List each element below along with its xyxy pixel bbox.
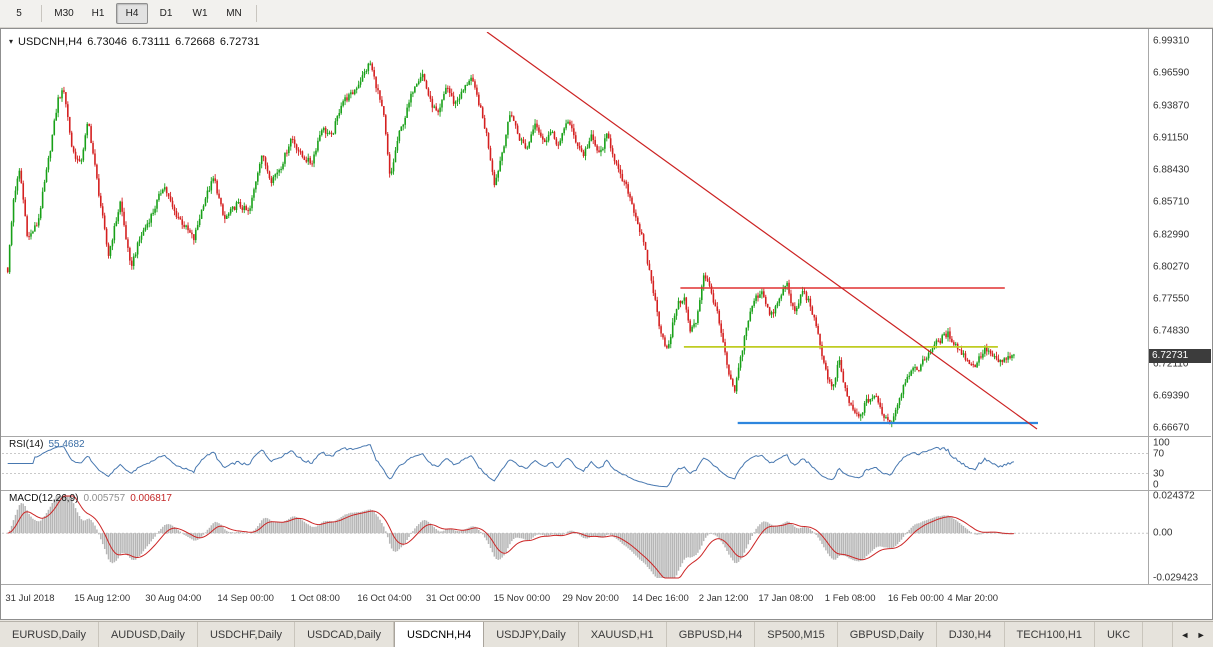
rsi-label: RSI(14) 55.4682 <box>9 439 85 450</box>
chart-tab-GBPUSD-H4[interactable]: GBPUSD,H4 <box>667 622 756 647</box>
time-axis-label: 2 Jan 12:00 <box>698 593 749 604</box>
tab-scroll-left-button[interactable]: ◄ <box>1180 629 1190 640</box>
rsi-value: 55.4682 <box>48 439 85 450</box>
pane-separator[interactable] <box>1 436 1211 437</box>
price-axis-label: 6.85710 <box>1153 196 1190 208</box>
chart-tab-GBPUSD-Daily[interactable]: GBPUSD,Daily <box>838 622 937 647</box>
toolbar-separator <box>41 5 42 22</box>
chart-marker-icon: ▾ <box>9 37 14 46</box>
price-axis-label: 6.99310 <box>1153 35 1190 47</box>
time-axis-label: 31 Oct 00:00 <box>426 593 481 604</box>
time-axis-label: 16 Oct 04:00 <box>357 593 412 604</box>
chart-tab-AUDUSD-Daily[interactable]: AUDUSD,Daily <box>99 622 198 647</box>
macd-name: MACD(12,26,9) <box>9 493 79 504</box>
chart-tab-XAUUSD-H1[interactable]: XAUUSD,H1 <box>579 622 667 647</box>
time-axis-label: 1 Feb 08:00 <box>824 593 876 604</box>
rsi-axis-label: 70 <box>1153 448 1165 459</box>
timeframe-button-D1[interactable]: D1 <box>159 8 173 19</box>
rsi-plot <box>2 444 1148 488</box>
rsi-axis-label: 0 <box>1153 479 1159 491</box>
candlestick-plot[interactable] <box>2 32 1148 436</box>
chart-tabs: EURUSD,Daily AUDUSD,Daily USDCHF,Daily USDC… <box>0 622 1144 647</box>
price-axis-label: 6.96590 <box>1153 67 1190 79</box>
chart-tab-USDCAD-Daily[interactable]: USDCAD,Daily <box>295 622 395 647</box>
time-axis-label: 31 Jul 2018 <box>5 593 55 604</box>
chart-tab-DJ30-H4[interactable]: DJ30,H4 <box>937 622 1005 647</box>
chart-window: ▾ USDCNH,H4 6.73046 6.73111 6.72668 6.72… <box>0 28 1213 620</box>
price-axis-label: 6.74830 <box>1153 325 1190 337</box>
timeframe-button-M30[interactable]: M30 <box>54 8 74 19</box>
timeframe-button-H4[interactable]: H4 <box>116 3 148 24</box>
time-axis[interactable]: 31 Jul 2018 15 Aug 12:00 30 Aug 04:00 14 Se… <box>2 585 1148 619</box>
current-price-badge: 6.72731 <box>1149 349 1211 364</box>
timeframe-button-H1[interactable]: H1 <box>91 8 105 19</box>
price-axis-divider <box>1148 29 1149 585</box>
chart-tab-TECH100-H1[interactable]: TECH100,H1 <box>1005 622 1095 647</box>
price-axis-label: 6.82990 <box>1153 229 1190 241</box>
macd-axis-label: 0.00 <box>1153 527 1173 539</box>
macd-axis-label: 0.024372 <box>1153 490 1195 502</box>
rsi-indicator-pane[interactable] <box>2 437 1148 490</box>
tab-scroll-right-button[interactable]: ► <box>1196 629 1206 640</box>
price-axis-label: 6.66670 <box>1153 422 1190 434</box>
time-axis-label: 30 Aug 04:00 <box>145 593 202 604</box>
toolbar-separator <box>256 5 257 22</box>
price-axis-label: 6.91150 <box>1153 132 1189 144</box>
chart-tab-EURUSD-Daily[interactable]: EURUSD,Daily <box>0 622 99 647</box>
macd-signal-value: 0.006817 <box>130 493 172 504</box>
macd-main-value: 0.005757 <box>83 493 126 504</box>
ohlc-close: 6.72731 <box>219 36 260 48</box>
timeframe-toolbar: 5 M30 H1 H4 D1 W1 MN <box>0 0 1213 28</box>
rsi-axis-label: 100 <box>1153 437 1170 449</box>
time-axis-label: 1 Oct 08:00 <box>290 593 340 604</box>
rsi-axis-label: 30 <box>1153 468 1165 479</box>
macd-label: MACD(12,26,9) 0.005757 0.006817 <box>9 493 172 504</box>
macd-plot <box>2 495 1148 579</box>
price-axis-label: 6.77550 <box>1153 293 1190 305</box>
rsi-name: RSI(14) <box>9 439 44 450</box>
time-axis-label: 15 Nov 00:00 <box>493 593 551 604</box>
time-axis-label: 29 Nov 20:00 <box>562 593 619 604</box>
time-axis-label: 14 Sep 00:00 <box>217 593 274 604</box>
timeframe-button-MN[interactable]: MN <box>226 8 242 19</box>
time-axis-label: 15 Aug 12:00 <box>74 593 131 604</box>
time-axis-label: 14 Dec 16:00 <box>632 593 689 604</box>
main-chart-pane[interactable] <box>2 32 1148 436</box>
chart-tab-USDJPY-Daily[interactable]: USDJPY,Daily <box>484 622 579 647</box>
time-axis-label: 16 Feb 00:00 <box>887 593 944 604</box>
chart-tab-bar: EURUSD,Daily AUDUSD,Daily USDCHF,Daily USDC… <box>0 621 1213 647</box>
chart-symbol-period: USDCNH,H4 <box>18 36 83 48</box>
chart-tab-USDCHF-Daily[interactable]: USDCHF,Daily <box>198 622 296 647</box>
chart-tab-USDCNH-H4[interactable]: USDCNH,H4 <box>394 622 485 647</box>
price-axis-label: 6.88430 <box>1153 164 1190 176</box>
tab-scroll-arrows: ◄ ► <box>1172 622 1213 647</box>
price-axis-label: 6.72110 <box>1153 358 1189 370</box>
chart-ohlc-line: ▾ USDCNH,H4 6.73046 6.73111 6.72668 6.72… <box>9 36 260 48</box>
price-axis[interactable]: 6.99310 6.96590 6.93870 6.91150 6.88430 6.857… <box>1149 29 1211 585</box>
chart-tab-UKC[interactable]: UKC <box>1095 622 1144 647</box>
timeframe-button-W1[interactable]: W1 <box>192 8 208 19</box>
chart-tab-SP500-M15[interactable]: SP500,M15 <box>755 622 838 647</box>
price-axis-label: 6.69390 <box>1153 390 1190 402</box>
time-axis-label: 4 Mar 20:00 <box>947 593 999 604</box>
pane-separator <box>1 584 1211 585</box>
timeframe-button-5[interactable]: 5 <box>16 8 22 19</box>
price-axis-label: 6.80270 <box>1153 261 1190 273</box>
macd-indicator-pane[interactable] <box>2 491 1148 584</box>
time-axis-label: 17 Jan 08:00 <box>758 593 814 604</box>
price-axis-label: 6.93870 <box>1153 100 1190 111</box>
ohlc-open: 6.73046 <box>87 36 127 48</box>
ohlc-low: 6.72668 <box>175 36 215 48</box>
macd-axis-label: -0.029423 <box>1153 572 1199 584</box>
pane-separator[interactable] <box>1 490 1211 491</box>
ohlc-high: 6.73111 <box>131 36 171 48</box>
